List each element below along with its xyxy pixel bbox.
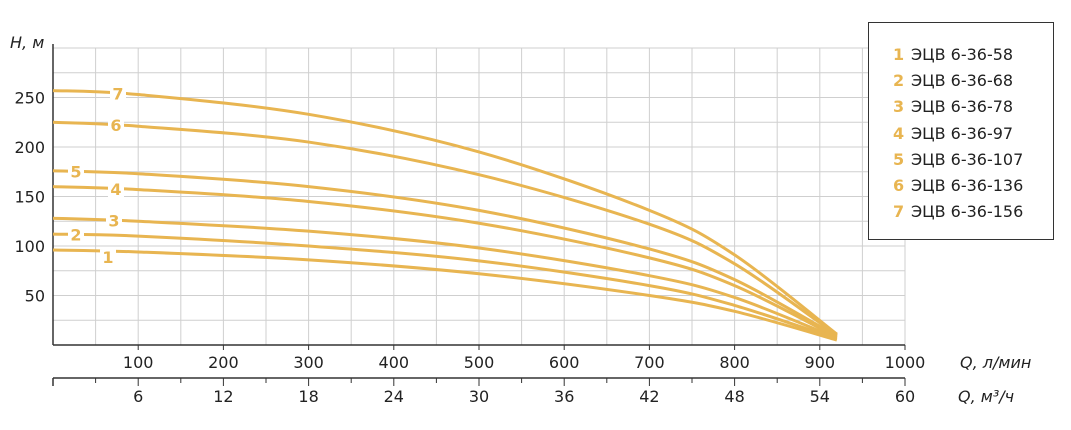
series-line-7 [52, 89, 838, 336]
x-axis-title-secondary: Q, м³/ч [958, 387, 1014, 406]
x-tick-label-primary: 400 [379, 353, 410, 372]
x-tick-label-secondary: 18 [298, 387, 318, 406]
x-tick-label-secondary: 36 [554, 387, 574, 406]
series-label-bg [110, 85, 126, 104]
x-tick-label-primary: 200 [208, 353, 239, 372]
y-axis-title: H, м [10, 33, 44, 52]
legend-list: 1 ЭЦВ 6-36-58 2 ЭЦВ 6-36-68 3 ЭЦВ 6-36-78 4 ЭЦВ… [893, 41, 1023, 225]
y-tick-label: 50 [25, 287, 45, 306]
series-label-bg [68, 163, 84, 182]
series-label-bg [106, 212, 122, 231]
x-tick-label-primary: 800 [719, 353, 750, 372]
x-tick-label-primary: 1000 [885, 353, 926, 372]
series-line-2 [52, 232, 838, 341]
x-tick-label-primary: 600 [549, 353, 580, 372]
series-label-bg [68, 226, 84, 245]
legend-label: ЭЦВ 6-36-156 [911, 202, 1024, 222]
legend-number: 6 [893, 176, 905, 196]
legend-item: 2 ЭЦВ 6-36-68 [893, 67, 1023, 93]
x-tick-label-primary: 100 [123, 353, 154, 372]
legend-label: ЭЦВ 6-36-136 [911, 176, 1024, 196]
x-tick-label-primary: 500 [464, 353, 495, 372]
x-tick-label-secondary: 60 [895, 387, 915, 406]
legend-number: 4 [893, 123, 905, 143]
legend-item: 5 ЭЦВ 6-36-107 [893, 146, 1023, 172]
legend-number: 2 [893, 70, 905, 90]
x-tick-label-secondary: 48 [724, 387, 744, 406]
series-line-5 [52, 169, 838, 338]
legend-item: 3 ЭЦВ 6-36-78 [893, 94, 1023, 120]
series-label-1: 1 [102, 248, 113, 267]
x-tick-label-secondary: 30 [469, 387, 489, 406]
series-label-bg [108, 117, 124, 136]
series-label-bg [100, 249, 116, 268]
legend-label: ЭЦВ 6-36-107 [911, 149, 1024, 169]
series-line-4 [52, 185, 838, 339]
legend-number: 1 [893, 44, 905, 64]
legend-number: 7 [893, 202, 905, 222]
x-tick-label-primary: 900 [805, 353, 836, 372]
legend-number: 5 [893, 149, 905, 169]
series-line-1 [52, 248, 838, 342]
x-tick-label-primary: 300 [293, 353, 324, 372]
x-tick-label-secondary: 54 [810, 387, 830, 406]
legend-item: 1 ЭЦВ 6-36-58 [893, 41, 1023, 67]
y-tick-label: 100 [14, 237, 45, 256]
legend-label: ЭЦВ 6-36-68 [911, 70, 1014, 90]
y-tick-label: 250 [14, 89, 45, 108]
legend-item: 6 ЭЦВ 6-36-136 [893, 172, 1023, 198]
legend-item: 4 ЭЦВ 6-36-97 [893, 120, 1023, 146]
series-label-7: 7 [112, 85, 123, 104]
x-tick-label-secondary: 6 [133, 387, 143, 406]
series-label-4: 4 [110, 180, 121, 199]
series-label-6: 6 [110, 116, 121, 135]
series-label-5: 5 [70, 163, 81, 182]
series-line-3 [52, 216, 838, 340]
legend-label: ЭЦВ 6-36-58 [911, 44, 1014, 64]
series-label-2: 2 [70, 226, 81, 245]
series-label-3: 3 [108, 211, 119, 230]
series-line-6 [52, 120, 838, 337]
y-tick-label: 150 [14, 188, 45, 207]
x-axis-title-primary: Q, л/мин [960, 353, 1031, 372]
x-tick-label-secondary: 24 [384, 387, 404, 406]
y-tick-label: 200 [14, 138, 45, 157]
legend-label: ЭЦВ 6-36-97 [911, 123, 1014, 143]
x-tick-label-primary: 700 [634, 353, 665, 372]
legend-label: ЭЦВ 6-36-78 [911, 97, 1014, 117]
legend-item: 7 ЭЦВ 6-36-156 [893, 199, 1023, 225]
x-tick-label-secondary: 42 [639, 387, 659, 406]
legend-number: 3 [893, 97, 905, 117]
series-label-bg [108, 180, 124, 199]
chart-legend: 1 ЭЦВ 6-36-58 2 ЭЦВ 6-36-68 3 ЭЦВ 6-36-78 4 ЭЦВ… [868, 22, 1054, 240]
x-tick-label-secondary: 12 [213, 387, 233, 406]
